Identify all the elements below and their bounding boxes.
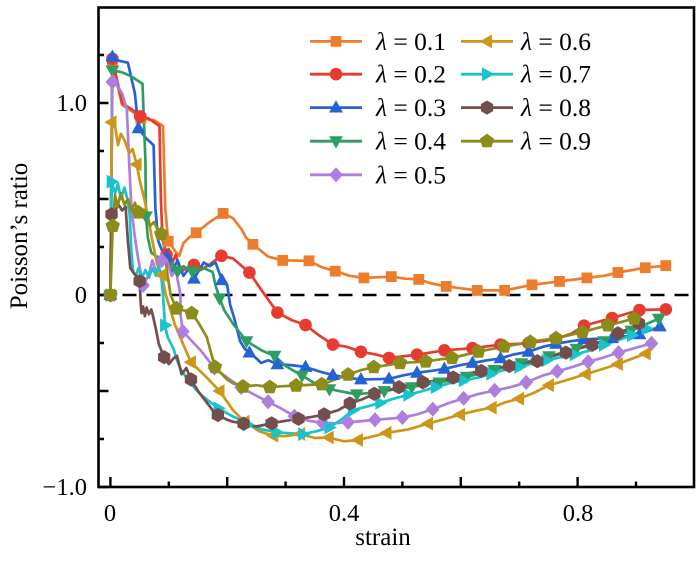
svg-text:λ = 0.1: λ = 0.1 xyxy=(375,27,446,56)
svg-text:λ = 0.4: λ = 0.4 xyxy=(375,127,446,156)
svg-text:0: 0 xyxy=(75,282,87,309)
svg-text:−1.0: −1.0 xyxy=(43,474,87,501)
svg-text:Poisson’s ratio: Poisson’s ratio xyxy=(6,163,33,310)
svg-text:0: 0 xyxy=(104,500,116,527)
svg-text:λ = 0.5: λ = 0.5 xyxy=(375,160,446,189)
svg-text:λ = 0.9: λ = 0.9 xyxy=(520,127,591,156)
svg-text:0.4: 0.4 xyxy=(329,500,360,527)
svg-text:λ = 0.8: λ = 0.8 xyxy=(520,93,591,122)
svg-text:λ = 0.2: λ = 0.2 xyxy=(375,60,446,89)
svg-text:0.8: 0.8 xyxy=(563,500,594,527)
svg-text:λ = 0.7: λ = 0.7 xyxy=(520,60,591,89)
svg-text:λ = 0.3: λ = 0.3 xyxy=(375,93,446,122)
svg-text:strain: strain xyxy=(355,524,411,551)
svg-text:λ = 0.6: λ = 0.6 xyxy=(520,27,591,56)
svg-text:1.0: 1.0 xyxy=(56,90,87,117)
